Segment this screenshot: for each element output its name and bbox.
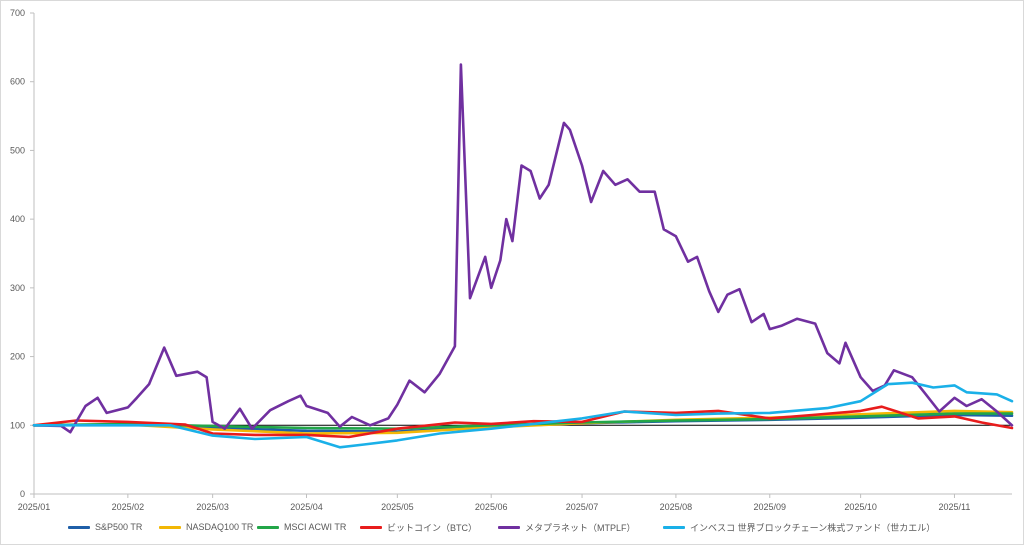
legend-label: NASDAQ100 TR [186,522,254,532]
y-tick-label: 600 [10,77,25,87]
x-tick-label: 2025/09 [753,502,786,512]
chart-legend: S&P500 TR NASDAQ100 TR MSCI ACWI TR ビットコイン（… [0,516,1024,538]
x-tick-label: 2025/05 [381,502,414,512]
legend-item: S&P500 TR [68,516,142,538]
legend-item: メタプラネット（MTPLF） [498,516,636,538]
legend-swatch [159,525,181,529]
legend-label: インベスコ 世界ブロックチェーン株式ファンド（世カエル） [690,522,936,533]
legend-item: NASDAQ100 TR [159,516,253,538]
x-tick-label: 2025/07 [566,502,599,512]
y-tick-label: 100 [10,420,25,430]
y-tick-label: 400 [10,214,25,224]
x-tick-label: 2025/10 [844,502,877,512]
x-tick-label: 2025/01 [18,502,51,512]
x-tick-label: 2025/08 [660,502,693,512]
series-line-5 [32,63,1014,434]
legend-item: ビットコイン（BTC） [360,516,477,538]
x-tick-label: 2025/02 [112,502,145,512]
legend-swatch [663,525,685,529]
legend-label: S&P500 TR [95,522,143,532]
series-line-6 [32,381,1014,449]
series-layer [32,63,1014,449]
y-tick-label: 0 [20,489,25,499]
legend-label: MSCI ACWI TR [284,522,347,532]
y-tick-label: 300 [10,283,25,293]
legend-swatch [360,525,382,529]
legend-item: インベスコ 世界ブロックチェーン株式ファンド（世カエル） [663,516,935,538]
x-tick-label: 2025/06 [475,502,508,512]
legend-label: ビットコイン（BTC） [387,522,478,533]
legend-label: メタプラネット（MTPLF） [525,522,636,533]
series-line-4 [32,405,1014,439]
x-tick-label: 2025/11 [939,502,971,512]
legend-item: MSCI ACWI TR [257,516,346,538]
legend-swatch [68,525,90,529]
y-tick-label: 500 [10,145,25,155]
y-tick-label: 700 [10,8,25,18]
legend-swatch [498,525,520,529]
y-tick-label: 200 [10,352,25,362]
legend-swatch [257,525,279,529]
x-tick-label: 2025/04 [290,502,323,512]
x-tick-label: 2025/03 [196,502,229,512]
